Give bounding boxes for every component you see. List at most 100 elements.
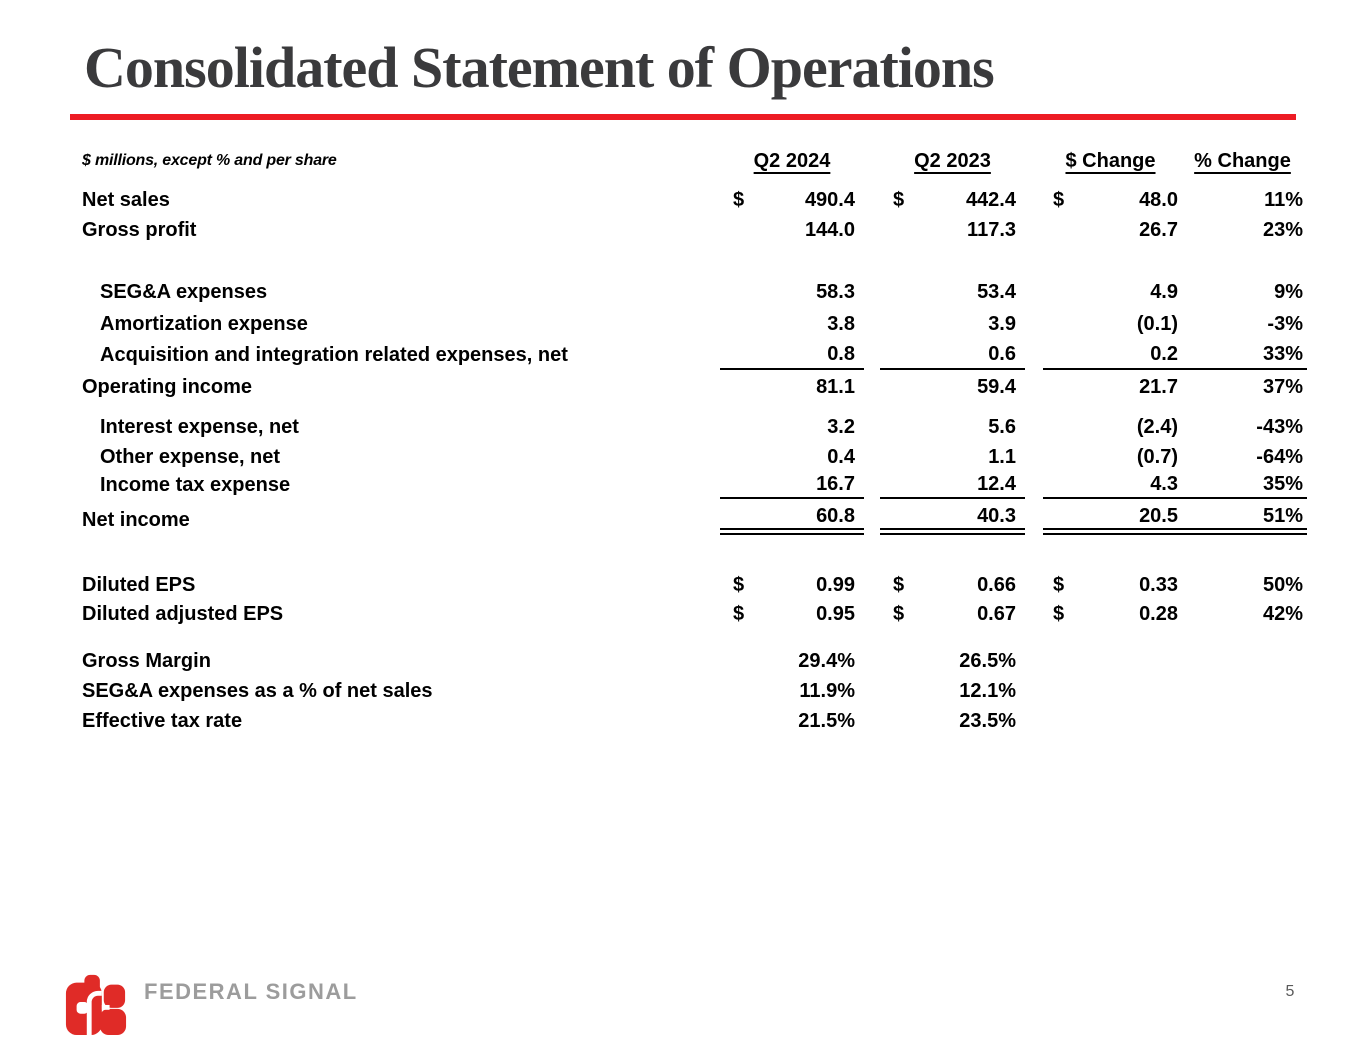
value: 40.3 (977, 505, 1016, 527)
title-divider (70, 114, 1296, 120)
row-operating-income: Operating income 81.1 59.4 21.7 37% (0, 372, 1365, 402)
value: (2.4) (1136, 415, 1178, 438)
cell-dollar-change: 26.7 (1043, 215, 1178, 245)
dollar-sign: $ (733, 603, 745, 625)
value: 490.4 (804, 188, 855, 211)
value: 23.5% (959, 709, 1016, 732)
value: 5.6 (988, 415, 1016, 438)
cell-q2-2023: $442.4 (880, 185, 1025, 215)
dollar-sign: $ (1053, 574, 1065, 596)
value: 60.8 (816, 505, 855, 527)
column-header-q2-2024: Q2 2024 (753, 149, 831, 172)
value: 59.4 (977, 375, 1016, 398)
value: (0.1) (1136, 312, 1178, 335)
cell-q2-2024: 58.3 (720, 276, 864, 308)
brand-name: FEDERAL SIGNAL (144, 979, 358, 1004)
cell-pct-change: 42% (1178, 600, 1307, 629)
cell-pct-change: 37% (1178, 372, 1307, 402)
row-label: SEG&A expenses as a % of net sales (82, 679, 433, 702)
value: 442.4 (965, 188, 1016, 211)
cell-q2-2024: 21.5% (720, 706, 864, 736)
row-net-income: Net income 60.8 40.3 20.5 51% (0, 505, 1365, 535)
cell-pct-change: -43% (1178, 412, 1307, 442)
cell-pct-change: 50% (1178, 571, 1307, 600)
value: 3.2 (827, 415, 855, 438)
page-number: 5 (1285, 983, 1295, 1000)
cell-q2-2024: 11.9% (720, 676, 864, 706)
cell-dollar-change: (0.1) (1043, 308, 1178, 340)
value: 51% (1262, 505, 1303, 527)
row-label: Operating income (82, 375, 253, 398)
value: -43% (1256, 415, 1303, 438)
cell-dollar-change: 4.3 (1043, 472, 1178, 497)
value: 48.0 (1139, 188, 1178, 211)
value: 11% (1264, 188, 1303, 211)
row-acquisition-expenses: Acquisition and integration related expe… (0, 340, 1365, 370)
value: 0.67 (977, 603, 1016, 625)
row-label: SEG&A expenses (100, 280, 268, 303)
row-label: Gross Margin (82, 649, 211, 672)
dollar-sign: $ (1053, 603, 1065, 625)
row-label: Acquisition and integration related expe… (100, 343, 568, 366)
row-label: Diluted adjusted EPS (82, 603, 284, 625)
value: 0.4 (827, 445, 855, 468)
value: 33% (1262, 342, 1303, 365)
cell-dollar-change: (0.7) (1043, 442, 1178, 472)
value: 42% (1262, 603, 1303, 625)
cell-pct-change: -64% (1178, 442, 1307, 472)
value: 0.99 (816, 574, 855, 596)
value: 0.33 (1139, 574, 1178, 596)
value: 37% (1262, 375, 1303, 398)
page-title: Consolidated Statement of Operations (84, 35, 995, 100)
row-label: Income tax expense (100, 474, 291, 496)
cell-dollar-change: 20.5 (1043, 505, 1178, 528)
cell-q2-2023: 26.5% (880, 646, 1025, 676)
cell-q2-2024: $0.99 (720, 571, 864, 600)
value: 23% (1262, 218, 1303, 241)
value: 3.8 (827, 312, 855, 335)
value: 21.7 (1139, 375, 1178, 398)
row-label: Net income (82, 508, 190, 531)
row-label: Interest expense, net (100, 415, 299, 438)
value: 0.6 (988, 342, 1016, 365)
row-diluted-eps: Diluted EPS $0.99 $0.66 $0.33 50% (0, 571, 1365, 600)
value: 58.3 (816, 280, 855, 303)
value: 117.3 (967, 218, 1016, 241)
cell-q2-2023: 59.4 (880, 372, 1025, 402)
cell-pct-change: 35% (1178, 472, 1307, 497)
cell-q2-2024: 3.8 (720, 308, 864, 340)
row-label: Other expense, net (100, 445, 281, 468)
row-gross-margin: Gross Margin 29.4% 26.5% (0, 646, 1365, 676)
value: 26.7 (1139, 218, 1178, 241)
cell-dollar-change: $0.33 (1043, 571, 1178, 600)
value: 50% (1262, 574, 1303, 596)
cell-dollar-change (1043, 646, 1178, 676)
cell-q2-2023: 1.1 (880, 442, 1025, 472)
value: 35% (1262, 473, 1303, 495)
dollar-sign: $ (893, 603, 905, 625)
row-diluted-adjusted-eps: Diluted adjusted EPS $0.95 $0.67 $0.28 4… (0, 600, 1365, 629)
value: 81.1 (816, 375, 855, 398)
cell-q2-2023: 3.9 (880, 308, 1025, 340)
cell-q2-2023: 117.3 (880, 215, 1025, 245)
cell-q2-2023: 23.5% (880, 706, 1025, 736)
cell-q2-2024: 0.4 (720, 442, 864, 472)
cell-pct-change: 9% (1178, 276, 1307, 308)
value: 26.5% (959, 649, 1016, 672)
row-sega-pct-of-net-sales: SEG&A expenses as a % of net sales 11.9%… (0, 676, 1365, 706)
dollar-sign: $ (733, 188, 745, 211)
row-label: Gross profit (82, 218, 197, 241)
cell-q2-2024: $490.4 (720, 185, 864, 215)
value: 0.8 (827, 342, 855, 365)
value: 11.9% (799, 679, 855, 702)
value: 21.5% (798, 709, 855, 732)
row-label: Net sales (82, 188, 170, 211)
row-gross-profit: Gross profit 144.0 117.3 26.7 23% (0, 215, 1365, 245)
cell-q2-2024: 16.7 (720, 472, 864, 499)
cell-q2-2023: 5.6 (880, 412, 1025, 442)
value: (0.7) (1136, 445, 1178, 468)
cell-pct-change: -3% (1178, 308, 1307, 340)
value: 4.9 (1150, 280, 1178, 303)
dollar-sign: $ (1053, 188, 1065, 211)
cell-pct-change (1178, 706, 1307, 736)
